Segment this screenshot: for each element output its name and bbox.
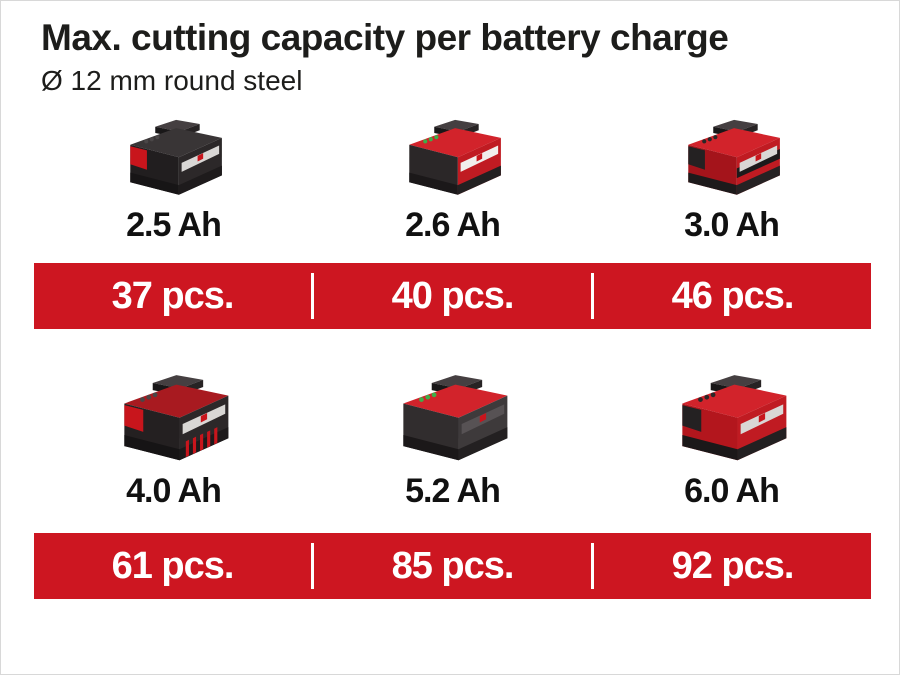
capacity-label: 6.0 Ah (684, 471, 780, 510)
capacity-label: 5.2 Ah (405, 471, 501, 510)
capacity-cell: 6.0 Ah (592, 471, 871, 511)
battery-pack-icon (681, 375, 786, 461)
capacity-label: 3.0 Ah (684, 205, 780, 244)
battery-cell (313, 359, 592, 465)
capacity-label-row-2: 4.0 Ah 5.2 Ah 6.0 Ah (34, 471, 871, 511)
results-bar-1: 37 pcs. 40 pcs. 46 pcs. (34, 263, 871, 329)
capacity-cell: 2.5 Ah (34, 205, 313, 245)
capacity-label-row-1: 2.5 Ah 2.6 Ah 3.0 Ah (34, 205, 871, 245)
capacity-cell: 3.0 Ah (592, 205, 871, 245)
bar-divider (591, 273, 594, 319)
pieces-value: 85 pcs. (391, 544, 515, 587)
pieces-value: 46 pcs. (671, 274, 795, 317)
results-bar-2: 61 pcs. 85 pcs. 92 pcs. (34, 533, 871, 599)
pieces-value: 92 pcs. (671, 544, 795, 587)
battery-cell (34, 101, 313, 199)
bar-divider (311, 543, 314, 589)
capacity-cell: 5.2 Ah (313, 471, 592, 511)
capacity-label: 4.0 Ah (126, 471, 222, 510)
battery-pack-icon (408, 119, 501, 195)
battery-pack-icon (129, 119, 222, 195)
bar-divider (311, 273, 314, 319)
battery-pack-icon (123, 375, 228, 461)
capacity-label: 2.5 Ah (126, 205, 222, 244)
battery-cell (592, 359, 871, 465)
battery-pack-icon (402, 375, 507, 461)
capacity-cell: 2.6 Ah (313, 205, 592, 245)
bar-divider (591, 543, 594, 589)
pieces-value: 40 pcs. (391, 274, 515, 317)
battery-cell (592, 101, 871, 199)
page-subtitle: Ø 12 mm round steel (41, 65, 303, 96)
pieces-value: 37 pcs. (111, 274, 235, 317)
battery-image-row-1 (34, 101, 871, 199)
capacity-cell: 4.0 Ah (34, 471, 313, 511)
battery-cell (34, 359, 313, 465)
battery-pack-icon (687, 119, 780, 195)
pieces-value: 61 pcs. (111, 544, 235, 587)
battery-image-row-2 (34, 359, 871, 465)
capacity-label: 2.6 Ah (405, 205, 501, 244)
page-title: Max. cutting capacity per battery charge (41, 17, 729, 58)
battery-cell (313, 101, 592, 199)
